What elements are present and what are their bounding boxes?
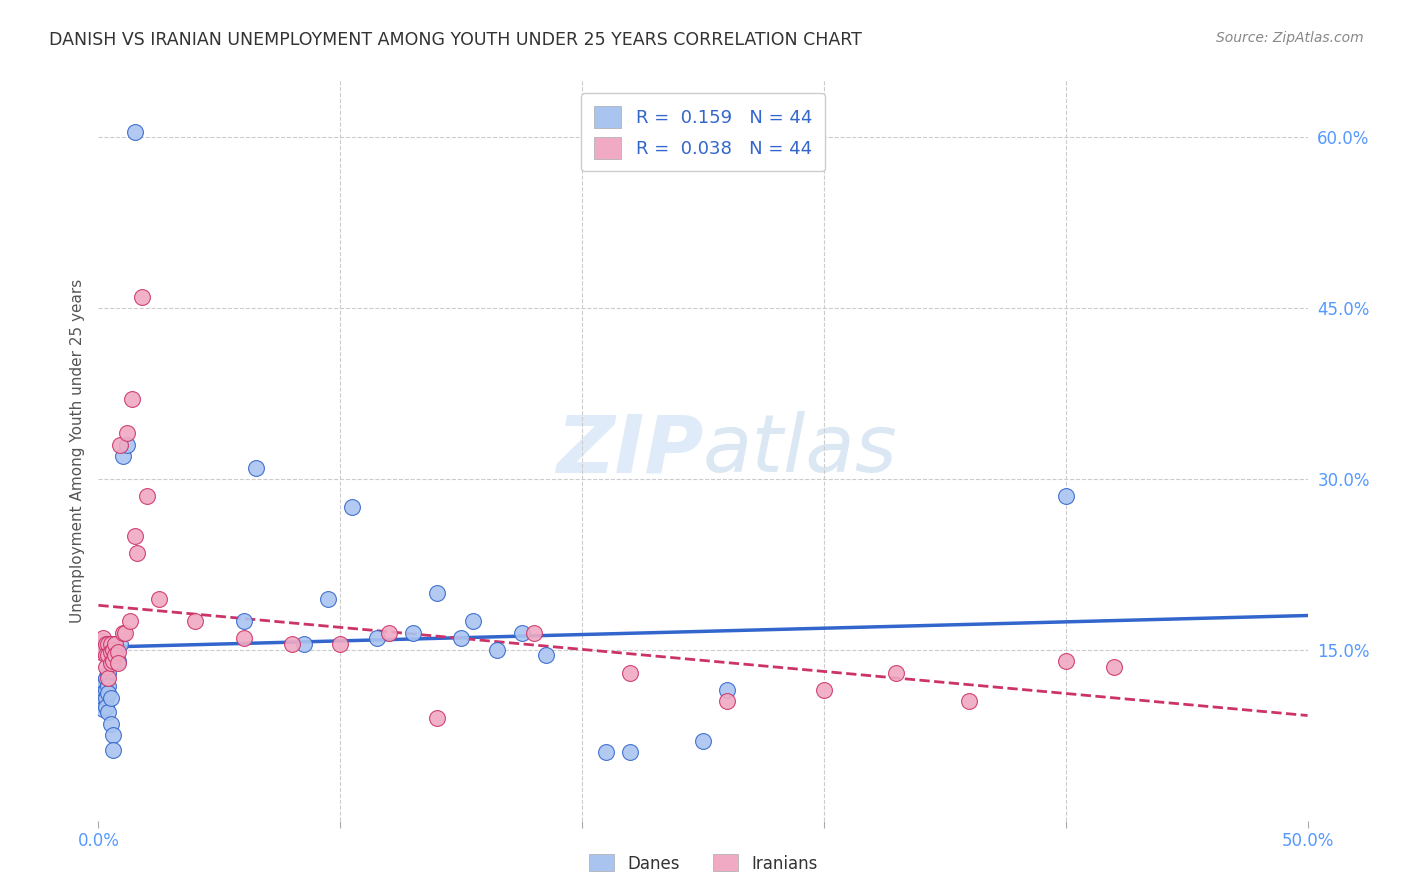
Point bbox=[463, 615, 485, 629]
Point bbox=[957, 694, 980, 708]
Point bbox=[90, 690, 112, 705]
Point bbox=[329, 637, 352, 651]
Point bbox=[114, 625, 136, 640]
Point bbox=[716, 682, 738, 697]
Point bbox=[366, 632, 388, 646]
Point bbox=[91, 679, 114, 693]
Point bbox=[94, 648, 117, 663]
Point bbox=[97, 665, 120, 680]
Point bbox=[94, 671, 117, 685]
Point bbox=[107, 645, 129, 659]
Point bbox=[486, 642, 509, 657]
Point bbox=[619, 665, 641, 680]
Point bbox=[91, 632, 114, 646]
Point bbox=[118, 615, 141, 629]
Point bbox=[111, 449, 134, 463]
Point bbox=[94, 690, 117, 705]
Point bbox=[101, 728, 124, 742]
Point bbox=[97, 686, 120, 700]
Point bbox=[232, 632, 254, 646]
Point bbox=[292, 637, 315, 651]
Point bbox=[90, 645, 112, 659]
Point bbox=[97, 679, 120, 693]
Point bbox=[619, 745, 641, 759]
Point bbox=[121, 392, 143, 407]
Point bbox=[100, 716, 122, 731]
Point bbox=[108, 637, 131, 651]
Point bbox=[97, 671, 120, 685]
Point bbox=[131, 290, 153, 304]
Point bbox=[377, 625, 399, 640]
Point bbox=[117, 426, 139, 441]
Point bbox=[117, 438, 139, 452]
Point bbox=[91, 642, 114, 657]
Point bbox=[100, 657, 122, 671]
Point bbox=[281, 637, 304, 651]
Point bbox=[1054, 654, 1077, 668]
Point bbox=[91, 694, 114, 708]
Point bbox=[101, 654, 124, 668]
Text: atlas: atlas bbox=[703, 411, 898, 490]
Point bbox=[90, 686, 112, 700]
Point bbox=[104, 637, 127, 651]
Point bbox=[124, 124, 146, 138]
Point bbox=[91, 702, 114, 716]
Point bbox=[91, 686, 114, 700]
Point bbox=[108, 438, 131, 452]
Point bbox=[232, 615, 254, 629]
Point bbox=[94, 699, 117, 714]
Text: Source: ZipAtlas.com: Source: ZipAtlas.com bbox=[1216, 31, 1364, 45]
Text: DANISH VS IRANIAN UNEMPLOYMENT AMONG YOUTH UNDER 25 YEARS CORRELATION CHART: DANISH VS IRANIAN UNEMPLOYMENT AMONG YOU… bbox=[49, 31, 862, 49]
Y-axis label: Unemployment Among Youth under 25 years: Unemployment Among Youth under 25 years bbox=[69, 278, 84, 623]
Point bbox=[716, 694, 738, 708]
Point bbox=[1054, 489, 1077, 503]
Point bbox=[97, 637, 120, 651]
Point bbox=[342, 500, 364, 515]
Point bbox=[101, 642, 124, 657]
Point bbox=[692, 734, 714, 748]
Point bbox=[111, 625, 134, 640]
Point bbox=[97, 648, 120, 663]
Point bbox=[148, 591, 170, 606]
Point bbox=[523, 625, 546, 640]
Point bbox=[402, 625, 425, 640]
Point bbox=[813, 682, 835, 697]
Point bbox=[101, 743, 124, 757]
Point bbox=[595, 745, 617, 759]
Point bbox=[94, 682, 117, 697]
Point bbox=[534, 648, 557, 663]
Point bbox=[94, 660, 117, 674]
Point bbox=[184, 615, 207, 629]
Point bbox=[426, 711, 449, 725]
Point bbox=[90, 633, 112, 648]
Point bbox=[100, 690, 122, 705]
Point bbox=[245, 460, 267, 475]
Point bbox=[100, 637, 122, 651]
Point bbox=[100, 645, 122, 659]
Point bbox=[107, 654, 129, 668]
Legend: Danes, Iranians: Danes, Iranians bbox=[582, 847, 824, 880]
Point bbox=[886, 665, 908, 680]
Text: ZIP: ZIP bbox=[555, 411, 703, 490]
Point bbox=[90, 677, 112, 691]
Point bbox=[127, 546, 149, 560]
Point bbox=[100, 654, 122, 668]
Point bbox=[1102, 660, 1125, 674]
Point bbox=[426, 586, 449, 600]
Point bbox=[510, 625, 533, 640]
Point bbox=[107, 657, 129, 671]
Point bbox=[450, 632, 472, 646]
Point bbox=[135, 489, 157, 503]
Legend: R =  0.159   N = 44, R =  0.038   N = 44: R = 0.159 N = 44, R = 0.038 N = 44 bbox=[582, 93, 824, 171]
Point bbox=[104, 648, 127, 663]
Point bbox=[97, 706, 120, 720]
Point bbox=[104, 637, 127, 651]
Point bbox=[124, 529, 146, 543]
Point bbox=[316, 591, 339, 606]
Point bbox=[94, 637, 117, 651]
